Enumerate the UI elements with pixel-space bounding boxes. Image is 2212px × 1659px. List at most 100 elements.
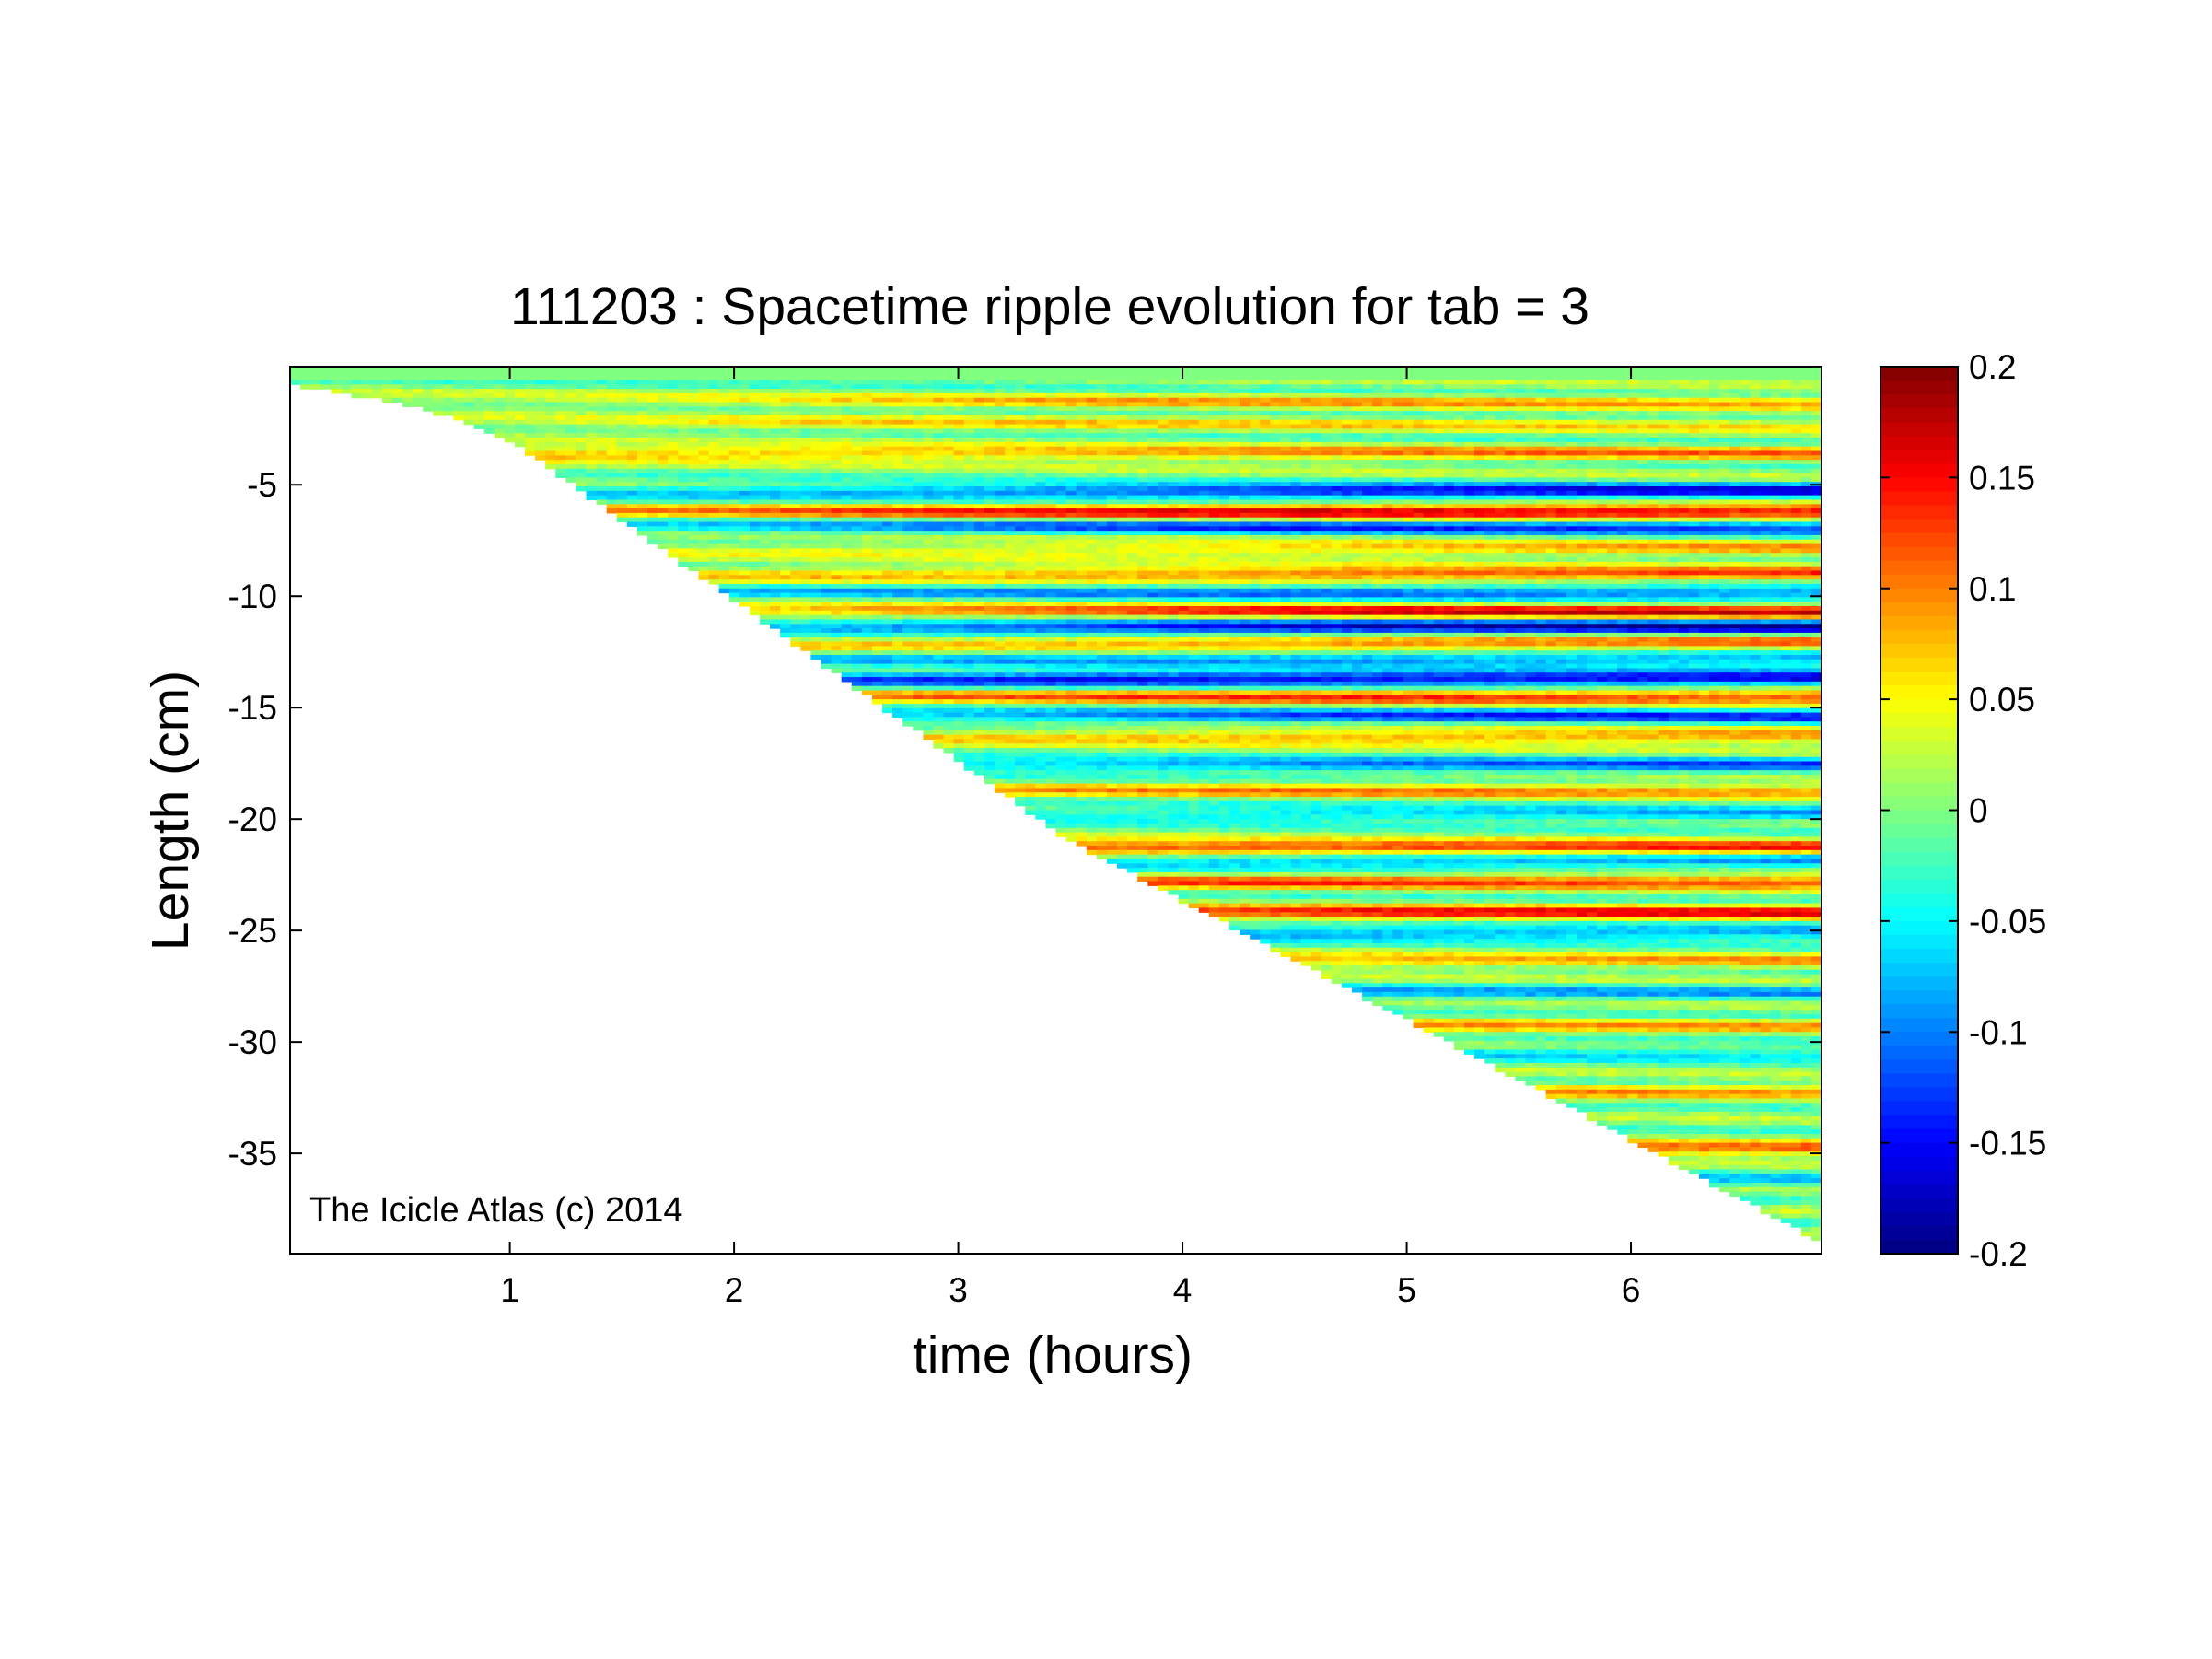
heatmap-cell <box>1076 712 1088 718</box>
heatmap-cell <box>555 433 566 438</box>
heatmap-cell <box>658 367 669 372</box>
heatmap-cell <box>1055 606 1067 612</box>
heatmap-cell <box>871 685 883 692</box>
heatmap-cell <box>1005 570 1016 576</box>
heatmap-cell <box>698 367 710 372</box>
heatmap-cell <box>1137 548 1148 554</box>
heatmap-cell <box>494 375 506 381</box>
heatmap-cell <box>708 566 720 572</box>
heatmap-cell <box>1117 707 1128 714</box>
heatmap-cell <box>841 561 853 567</box>
heatmap-cell <box>933 734 945 741</box>
heatmap-cell <box>1147 836 1158 842</box>
heatmap-cell <box>1076 778 1088 785</box>
heatmap-cell <box>1168 628 1180 634</box>
heatmap-cell <box>545 402 556 407</box>
heatmap-cell <box>1005 726 1016 731</box>
heatmap-cell <box>596 441 608 448</box>
heatmap-cell <box>923 508 935 514</box>
heatmap-cell <box>626 438 638 443</box>
heatmap-cell <box>984 707 995 714</box>
heatmap-cell <box>933 681 945 687</box>
heatmap-cell <box>973 482 985 487</box>
heatmap-cell <box>1025 579 1036 585</box>
heatmap-cell <box>1065 450 1077 456</box>
heatmap-cell <box>708 531 720 536</box>
heatmap-cell <box>1147 419 1158 426</box>
heatmap-cell <box>984 610 995 616</box>
heatmap-cell <box>1127 543 1138 550</box>
heatmap-cell <box>953 531 965 536</box>
heatmap-cell <box>647 370 658 377</box>
heatmap-cell <box>616 392 628 399</box>
heatmap-cell <box>851 490 863 497</box>
heatmap-cell <box>790 455 801 461</box>
heatmap-cell <box>902 495 914 501</box>
heatmap-cell <box>831 610 843 616</box>
heatmap-cell <box>984 752 995 758</box>
heatmap-cell <box>994 659 1006 665</box>
heatmap-cell <box>1065 614 1077 621</box>
heatmap-cell <box>1117 836 1128 842</box>
heatmap-cell <box>1065 792 1077 798</box>
heatmap-cell <box>1015 486 1026 492</box>
heatmap-cell <box>1096 566 1108 572</box>
heatmap-cell <box>1117 854 1128 860</box>
heatmap-cell <box>616 411 628 416</box>
heatmap-cell <box>1168 672 1180 678</box>
heatmap-cell <box>1015 482 1026 487</box>
heatmap-cell <box>933 619 945 625</box>
heatmap-cell <box>861 521 873 527</box>
heatmap-cell <box>1178 846 1190 851</box>
heatmap-cell <box>1168 800 1180 807</box>
heatmap-cell <box>851 548 863 554</box>
heatmap-cell <box>871 428 883 434</box>
heatmap-cell <box>1076 797 1088 802</box>
heatmap-cell <box>1065 588 1077 594</box>
heatmap-cell <box>953 743 965 749</box>
heatmap-cell <box>943 583 955 590</box>
heatmap-cell <box>759 508 771 514</box>
heatmap-cell <box>1127 841 1138 847</box>
heatmap-cell <box>698 570 710 576</box>
heatmap-cell <box>790 450 801 456</box>
heatmap-cell <box>1158 548 1170 554</box>
heatmap-cell <box>841 406 853 412</box>
heatmap-cell <box>728 561 740 567</box>
heatmap-cell <box>606 463 618 470</box>
heatmap-cell <box>1076 770 1088 776</box>
heatmap-cell <box>1158 424 1170 430</box>
heatmap-cell <box>708 375 720 381</box>
heatmap-cell <box>1025 419 1036 426</box>
heatmap-cell <box>994 654 1006 660</box>
heatmap-cell <box>1127 624 1138 629</box>
heatmap-cell <box>851 592 863 598</box>
heatmap-cell <box>647 446 658 452</box>
heatmap-cell <box>1168 871 1180 878</box>
heatmap-cell <box>1076 557 1088 563</box>
heatmap-cell <box>1045 438 1057 443</box>
heatmap-cell <box>994 419 1006 426</box>
heatmap-cell <box>1178 726 1190 731</box>
heatmap-cell <box>780 375 791 381</box>
heatmap-cell <box>1178 703 1190 709</box>
heatmap-cell <box>1096 690 1108 695</box>
heatmap-cell <box>984 504 995 509</box>
heatmap-cell <box>688 406 700 412</box>
heatmap-cell <box>555 446 566 452</box>
heatmap-cell <box>994 606 1006 612</box>
heatmap-cell <box>1055 583 1067 590</box>
heatmap-cell <box>1168 797 1180 802</box>
heatmap-cell <box>923 402 935 407</box>
heatmap-cell <box>606 477 618 483</box>
heatmap-cell <box>790 392 801 399</box>
heatmap-cell <box>933 438 945 443</box>
heatmap-cell <box>882 592 893 598</box>
heatmap-cell <box>933 495 945 501</box>
heatmap-cell <box>994 499 1006 505</box>
heatmap-cell <box>790 614 801 621</box>
heatmap-cell <box>1106 490 1118 497</box>
heatmap-cell <box>596 482 608 487</box>
heatmap-cell <box>1005 677 1016 683</box>
heatmap-cell <box>1005 707 1016 714</box>
